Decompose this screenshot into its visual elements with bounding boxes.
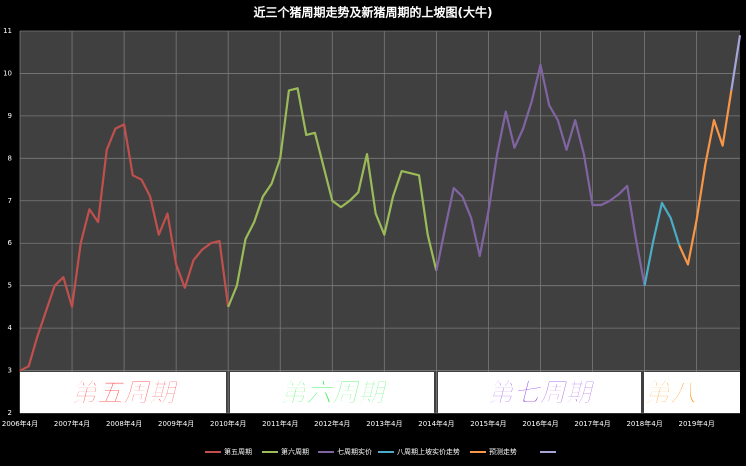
annotation-text: 第八	[644, 379, 696, 409]
x-tick-label: 2016年4月	[522, 419, 558, 428]
annotation-text: 第五周期	[71, 379, 179, 409]
annotation-box	[20, 372, 226, 413]
y-tick-label: 3	[8, 367, 12, 375]
y-tick-label: 4	[8, 324, 13, 332]
x-tick-label: 2007年4月	[54, 419, 90, 428]
x-tick-label: 2009年4月	[158, 419, 194, 428]
x-tick-label: 2018年4月	[626, 419, 662, 428]
annotation-text: 第七周期	[487, 379, 595, 409]
legend-label: 第六周期	[281, 447, 309, 456]
x-tick-label: 2019年4月	[678, 419, 714, 428]
annotation-box	[644, 372, 740, 413]
y-tick-label: 10	[3, 69, 12, 77]
y-tick-label: 7	[8, 197, 12, 205]
y-tick-label: 8	[8, 154, 12, 162]
annotation-box	[230, 372, 434, 413]
x-tick-label: 2010年4月	[210, 419, 246, 428]
legend-label: 八周期上坡实价走势	[397, 447, 460, 456]
y-tick-label: 9	[8, 112, 12, 120]
series-line	[678, 90, 733, 266]
x-tick-label: 2006年4月	[2, 419, 38, 428]
x-tick-label: 2008年4月	[106, 419, 142, 428]
annotation-text: 第六周期	[280, 379, 388, 409]
series-line	[19, 123, 230, 372]
x-tick-label: 2014年4月	[418, 419, 454, 428]
series-line	[730, 35, 742, 91]
series-line	[227, 87, 438, 308]
y-tick-label: 5	[8, 282, 12, 290]
x-tick-label: 2011年4月	[262, 419, 298, 428]
annotation-box	[438, 372, 641, 413]
chart-title: 近三个猪周期走势及新猪周期的上坡图(大牛)	[254, 5, 493, 20]
y-tick-label: 6	[8, 239, 13, 247]
legend-label: 七周期实价	[337, 447, 372, 456]
x-tick-label: 2012年4月	[314, 419, 350, 428]
series-line	[643, 201, 681, 286]
legend-label: 预测走势	[489, 447, 517, 456]
y-tick-label: 11	[3, 27, 12, 35]
y-tick-label: 2	[8, 409, 12, 417]
x-tick-label: 2013年4月	[366, 419, 402, 428]
series-line	[435, 63, 646, 286]
x-tick-label: 2015年4月	[470, 419, 506, 428]
x-tick-label: 2017年4月	[574, 419, 610, 428]
legend-label: 第五周期	[224, 447, 252, 456]
